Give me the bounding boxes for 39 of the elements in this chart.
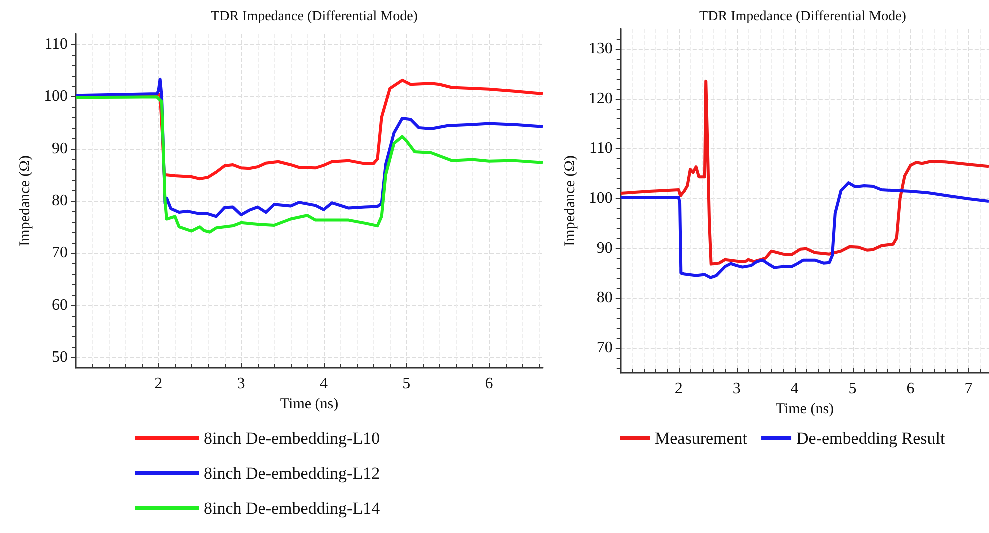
x-axis-title: Time (ns) [776,401,834,418]
x-tick-label: 4 [790,380,799,398]
y-tick-label: 90 [596,240,613,257]
legend-label: 8inch De-embedding-L12 [204,464,380,483]
legend-label: 8inch De-embedding-L10 [204,429,380,448]
y-tick-label: 80 [596,290,613,307]
y-tick-label: 100 [588,190,613,208]
chart-title: TDR Impedance (Differential Mode) [211,10,418,24]
x-tick-label: 7 [964,380,973,398]
legend-label: 8inch De-embedding-L14 [204,499,381,518]
line-series [619,182,989,280]
y-tick-label: 110 [589,140,613,158]
x-tick-label: 5 [402,376,411,392]
legend-label: Measurement [655,429,748,448]
y-tick-label: 100 [44,88,68,106]
chart-title: TDR Impedance (Differential Mode) [700,10,907,24]
y-axis-title: Impedance (Ω) [18,156,34,246]
x-tick-label: 2 [154,376,163,392]
x-tick-label: 6 [485,376,494,392]
y-tick-label: 70 [52,244,68,262]
y-tick-label: 70 [596,340,613,357]
y-tick-label: 110 [44,36,68,53]
x-tick-label: 6 [906,380,915,398]
x-tick-label: 4 [320,376,328,392]
x-tick-label: 5 [848,380,857,398]
y-tick-label: 80 [52,192,68,210]
y-tick-label: 60 [52,296,68,314]
legend-label: De-embedding Result [796,429,946,448]
x-axis-title: Time (ns) [280,396,339,412]
y-axis-title: Impedance (Ω) [562,156,578,246]
y-tick-label: 50 [52,349,68,366]
y-tick-label: 90 [52,140,68,158]
x-tick-label: 3 [732,380,741,398]
y-tick-label: 120 [588,90,613,108]
line-series [74,96,544,234]
line-series [619,80,989,266]
y-tick-label: 130 [588,40,613,58]
x-tick-label: 3 [237,376,246,392]
x-tick-label: 2 [674,380,683,398]
